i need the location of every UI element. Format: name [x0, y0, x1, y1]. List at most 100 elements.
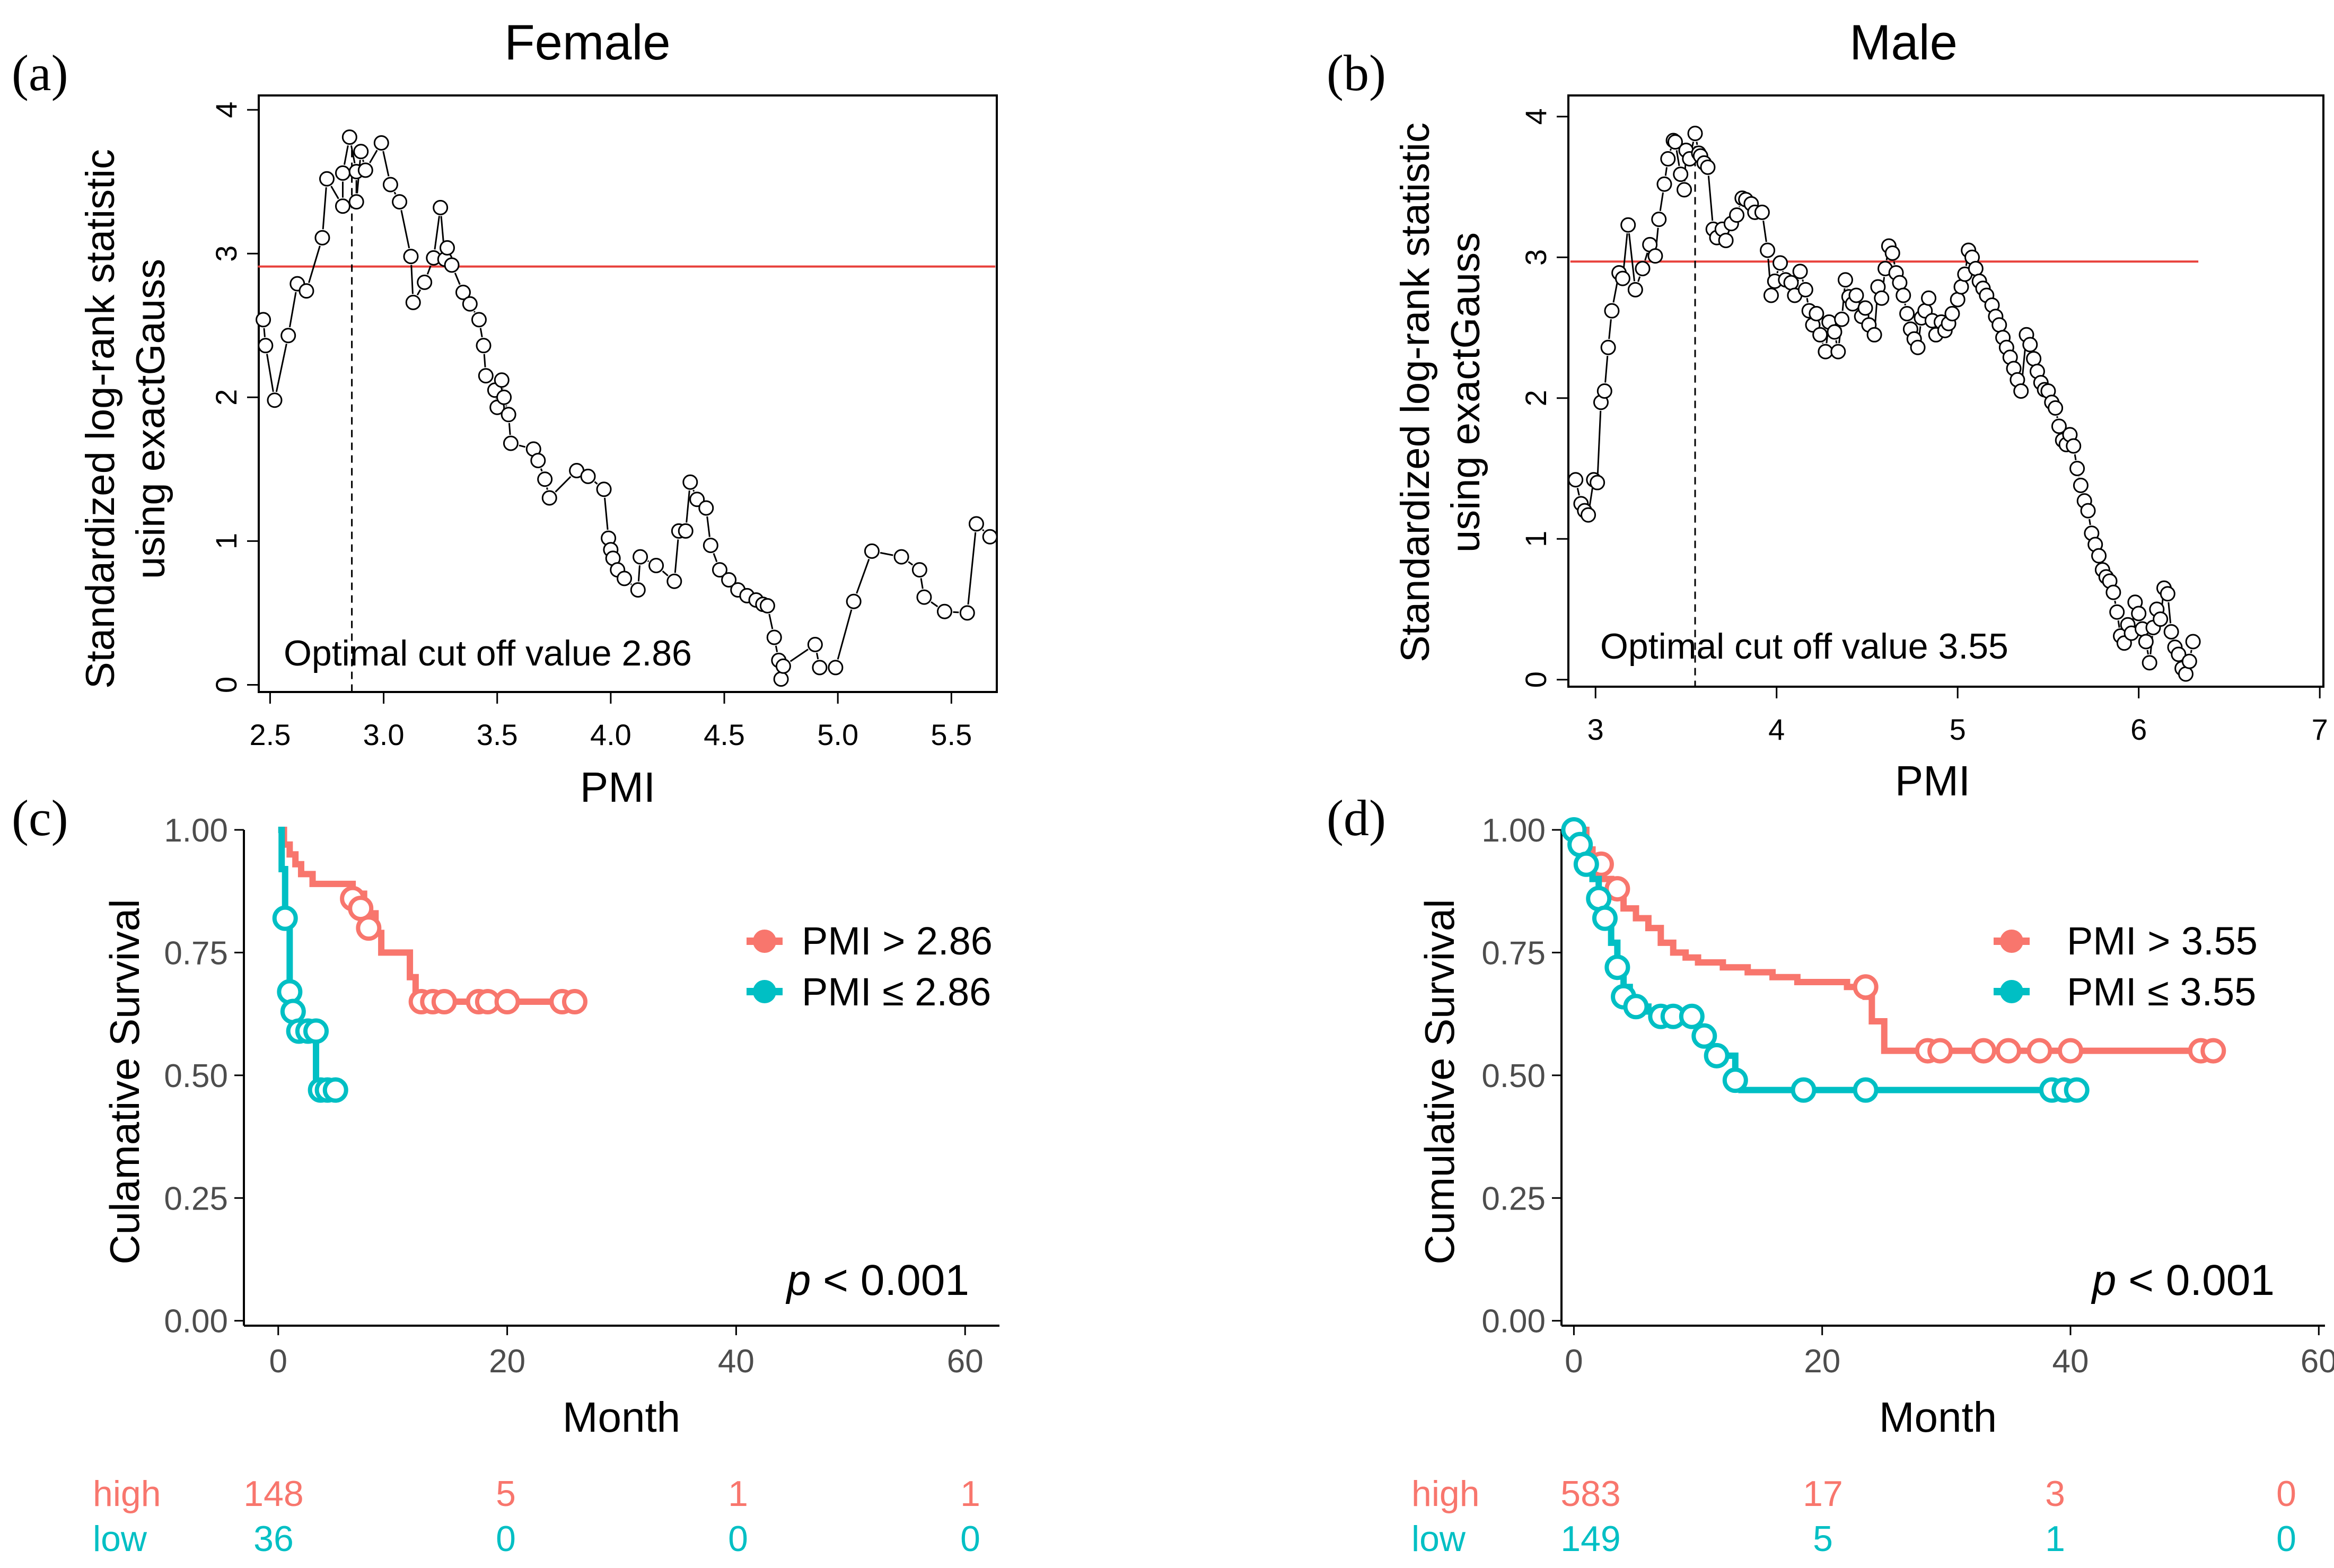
data-point-b-57 [1827, 324, 1842, 340]
data-point-a-33 [494, 372, 510, 388]
segment-b-19 [1669, 148, 1672, 151]
data-point-a-70 [807, 637, 823, 653]
y-tick-label-c-0: 0.00 [164, 1303, 228, 1340]
data-point-b-60 [1837, 272, 1853, 288]
data-point-a-49 [630, 582, 646, 598]
segment-a-16 [393, 191, 397, 195]
legend-d: PMI > 3.55 PMI ≤ 3.55 [1994, 919, 2258, 1014]
data-point-a-39 [537, 471, 553, 487]
censor-mark-c-low-5 [303, 1018, 329, 1044]
x-tick-label-d-1: 20 [1804, 1343, 1840, 1380]
data-point-b-79 [1910, 339, 1926, 355]
data-point-a-40 [541, 490, 557, 506]
risk-low-c-2: 0 [728, 1519, 748, 1559]
segment-a-43 [604, 497, 609, 530]
risk-high-c-0: 148 [243, 1474, 303, 1514]
data-point-b-65 [1857, 300, 1873, 316]
segment-a-75 [908, 561, 914, 566]
segment-a-38 [540, 468, 543, 472]
data-point-a-16 [382, 177, 398, 192]
risk-low-d-2: 1 [2045, 1519, 2065, 1559]
y-tick-label-d-2: 0.50 [1481, 1058, 1546, 1094]
data-point-a-79 [959, 605, 975, 621]
data-point-b-131 [2105, 584, 2121, 600]
data-point-b-108 [2022, 337, 2038, 353]
x-tick-label-d-2: 40 [2052, 1343, 2089, 1380]
data-point-b-67 [1866, 327, 1882, 343]
segment-a-77 [931, 601, 938, 608]
data-point-a-25 [444, 257, 460, 273]
segment-a-70 [815, 652, 819, 660]
segment-a-10 [350, 145, 356, 164]
panel-title-b: Male [1849, 14, 1958, 70]
segment-a-72 [837, 609, 853, 660]
legend-d-low-key [2000, 980, 2023, 1003]
segment-b-18 [1664, 167, 1668, 176]
data-point-a-74 [864, 543, 880, 559]
data-point-a-27 [462, 296, 478, 312]
survival-curve-c-high [278, 827, 582, 1005]
data-point-a-52 [666, 573, 682, 589]
segment-b-5 [1596, 410, 1602, 475]
data-point-b-11 [1615, 270, 1630, 286]
data-point-a-42 [580, 468, 596, 484]
data-point-b-42 [1760, 242, 1776, 258]
plot-frame-b [1567, 94, 2324, 688]
legend-d-high-key [2000, 930, 2023, 953]
data-point-b-26 [1687, 126, 1703, 142]
panel-tag-d: (d) [1327, 790, 1386, 846]
data-point-a-66 [766, 629, 782, 645]
data-point-a-57 [698, 500, 714, 516]
segment-a-51 [662, 570, 669, 576]
plot-area-c: 0 20 40 60 0.00 0.25 0.50 0.75 1.00 [164, 812, 999, 1380]
censor-mark-d-low-5 [1604, 954, 1630, 980]
x-tick-label-d-3: 60 [2301, 1343, 2334, 1380]
data-point-a-2 [267, 392, 283, 408]
data-point-a-72 [828, 660, 844, 676]
y-tick-label-d-3: 0.75 [1481, 935, 1546, 971]
data-point-b-120 [2066, 438, 2082, 454]
data-point-b-19 [1660, 151, 1676, 167]
segment-a-49 [637, 565, 640, 582]
data-point-a-60 [721, 572, 737, 588]
x-axis-label-a: PMI [580, 764, 655, 811]
survival-curve-c-low [278, 827, 341, 1093]
risk-high-d-1: 17 [1803, 1474, 1843, 1514]
x-tick-label-b-0: 3 [1587, 713, 1604, 746]
data-point-b-17 [1651, 212, 1667, 227]
segment-a-6 [322, 187, 327, 230]
segment-a-42 [594, 481, 598, 485]
data-point-b-3 [1581, 507, 1596, 523]
data-point-b-30 [1700, 159, 1716, 175]
censor-mark-d-low-10 [1679, 1003, 1705, 1029]
censor-mark-d-high-8 [2058, 1038, 2083, 1064]
data-point-a-76 [911, 562, 927, 578]
segment-a-14 [369, 150, 378, 163]
segment-b-17 [1659, 192, 1664, 212]
panel-tag-c: (c) [12, 790, 68, 846]
data-point-b-138 [2131, 606, 2147, 621]
data-point-a-68 [773, 671, 789, 687]
segment-b-8 [1608, 319, 1612, 339]
risk-low-c-0: 36 [253, 1519, 294, 1559]
p-value-d-value: < 0.001 [2116, 1256, 2275, 1304]
risk-low-d-0: 149 [1560, 1519, 1620, 1559]
censor-mark-d-low-11 [1691, 1023, 1717, 1049]
data-point-a-65 [759, 598, 775, 614]
censor-mark-d-high-2 [1853, 974, 1879, 1000]
panel-a-female: (a) Female Standardized log-rank statist… [12, 14, 998, 811]
data-point-b-41 [1754, 204, 1770, 220]
p-value-c: p < 0.001 [785, 1256, 969, 1304]
plot-area-a: 2.5 3.0 3.5 4.0 4.5 5.0 5.5 0 1 2 3 4 [209, 94, 998, 751]
data-point-b-14 [1635, 261, 1651, 277]
segment-a-35 [508, 423, 511, 435]
y-tick-label-a-1: 1 [209, 533, 243, 549]
x-tick-label-a-0: 2.5 [249, 718, 291, 751]
legend-c-low-label: PMI ≤ 2.86 [802, 970, 991, 1014]
plot-area-b: 3 4 5 6 7 0 1 2 3 4 [1519, 94, 2328, 746]
data-point-b-23 [1677, 182, 1692, 198]
segment-b-115 [2056, 416, 2058, 418]
data-point-b-121 [2069, 461, 2085, 477]
data-point-b-89 [1950, 292, 1966, 308]
y-tick-label-d-0: 0.00 [1481, 1303, 1546, 1340]
